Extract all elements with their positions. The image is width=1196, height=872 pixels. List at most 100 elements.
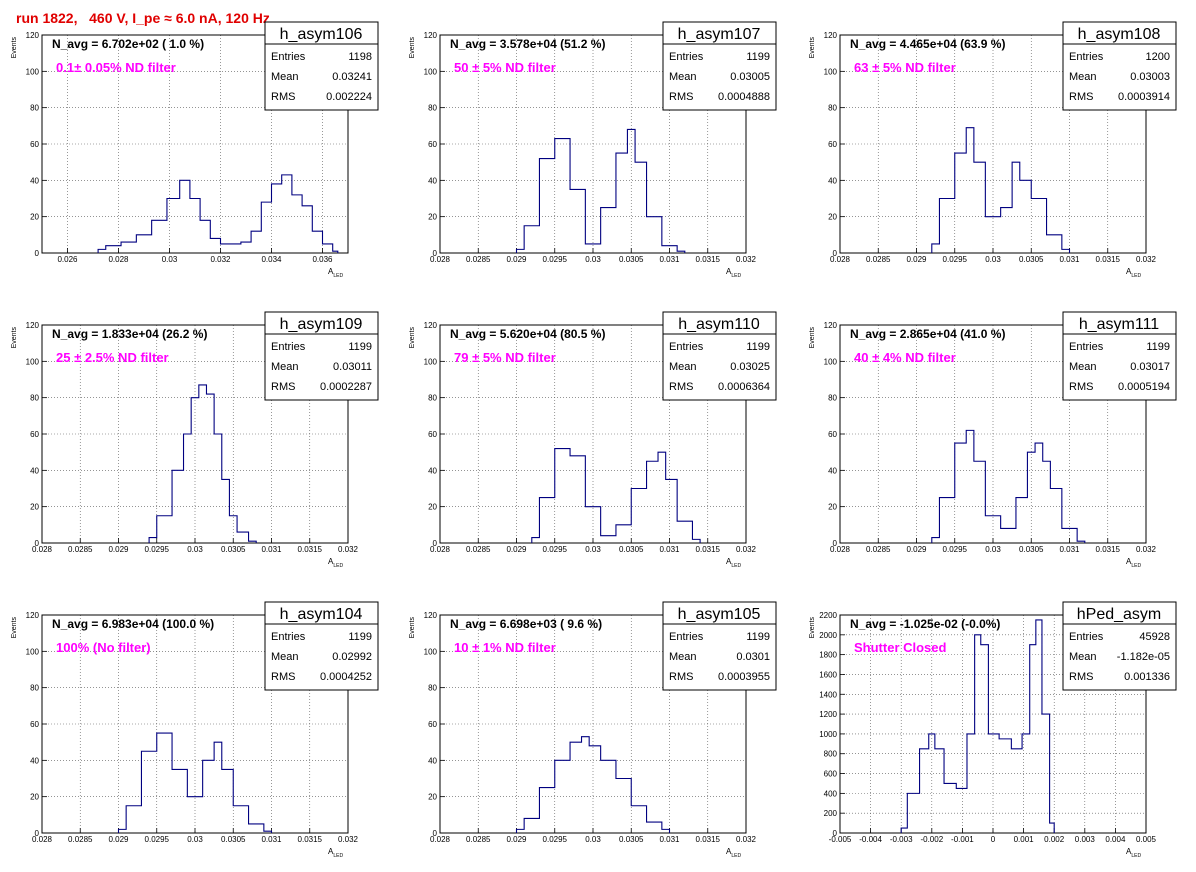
y-tick-label: 0 xyxy=(433,539,438,548)
x-tick-label: 0.0285 xyxy=(866,545,891,554)
stat-label: Entries xyxy=(271,341,306,353)
y-axis-label: Events xyxy=(409,617,416,639)
histogram-series xyxy=(531,447,701,543)
y-tick-label: 100 xyxy=(26,647,40,656)
y-tick-label: 120 xyxy=(424,31,438,40)
x-tick-label: 0.03 xyxy=(985,545,1001,554)
x-tick-label: 0.0305 xyxy=(221,545,246,554)
filter-label: 10 ± 1% ND filter xyxy=(454,640,556,655)
y-axis-label: Events xyxy=(809,327,816,349)
y-tick-label: 60 xyxy=(828,430,837,439)
stat-label: Entries xyxy=(1069,631,1104,643)
x-tick-label: 0.0305 xyxy=(619,255,644,264)
x-tick-label: 0.028 xyxy=(830,255,851,264)
x-tick-label: 0.0305 xyxy=(619,835,644,844)
x-tick-label: 0.032 xyxy=(736,545,757,554)
stat-value: 0.03241 xyxy=(332,71,372,83)
x-tick-label: 0.0295 xyxy=(543,255,568,264)
x-tick-label: 0.002 xyxy=(1044,835,1065,844)
stats-box xyxy=(264,601,379,691)
y-tick-label: 80 xyxy=(828,104,837,113)
x-tick-label: 0.0315 xyxy=(1096,255,1121,264)
y-tick-label: 1000 xyxy=(819,730,837,739)
stat-label: Entries xyxy=(1069,51,1104,63)
x-axis-label-subscript: LED xyxy=(333,273,343,279)
panel-h_asym105: 0.028 0.0285 0.029 0.0295 0.03 0.0305 0.031 0.0… xyxy=(409,601,777,859)
y-tick-label: 120 xyxy=(26,611,40,620)
y-tick-label: 60 xyxy=(828,140,837,149)
x-tick-label: 0.03 xyxy=(162,255,178,264)
navg-label: N_avg = 4.465e+04 (63.9 %) xyxy=(850,37,1005,51)
x-tick-label: 0.03 xyxy=(585,545,601,554)
x-tick-label: 0.0315 xyxy=(298,545,323,554)
stat-value: 0.03025 xyxy=(730,361,770,373)
stat-label: Mean xyxy=(1069,361,1097,373)
histogram-title: hPed_asym xyxy=(1077,606,1162,623)
y-tick-label: 20 xyxy=(30,503,39,512)
y-axis-label: Events xyxy=(809,617,816,639)
y-tick-label: 0 xyxy=(833,829,838,838)
y-tick-label: 120 xyxy=(824,321,838,330)
stat-value: 0.0004888 xyxy=(718,91,770,103)
stats-box xyxy=(1062,601,1177,691)
y-tick-label: 60 xyxy=(30,430,39,439)
x-tick-label: 0.0315 xyxy=(696,255,721,264)
x-axis-label-subscript: LED xyxy=(333,853,343,859)
y-axis-label: Events xyxy=(11,37,18,59)
y-tick-label: 80 xyxy=(30,394,39,403)
stat-label: Mean xyxy=(669,361,697,373)
y-tick-label: 20 xyxy=(30,213,39,222)
stat-label: RMS xyxy=(669,91,693,103)
stat-label: Mean xyxy=(669,651,697,663)
x-tick-label: 0.031 xyxy=(659,255,680,264)
stat-value: 0.002224 xyxy=(326,91,372,103)
panel-hPed_asym: -0.005 -0.004 -0.003 -0.002 -0.001 0 0.001 0.00… xyxy=(809,601,1177,859)
stat-value: 0.0002287 xyxy=(320,381,372,393)
y-tick-label: 20 xyxy=(428,503,437,512)
stat-value: 0.03003 xyxy=(1130,71,1170,83)
x-tick-label: 0.0315 xyxy=(1096,545,1121,554)
y-tick-label: 20 xyxy=(30,793,39,802)
x-axis-label: ALED xyxy=(328,847,343,859)
x-tick-label: -0.002 xyxy=(920,835,943,844)
filter-label: 50 ± 5% ND filter xyxy=(454,60,556,75)
x-tick-label: 0.03 xyxy=(585,835,601,844)
y-tick-label: 80 xyxy=(428,684,437,693)
navg-label: N_avg = 6.983e+04 (100.0 %) xyxy=(52,617,214,631)
stat-label: RMS xyxy=(669,671,693,683)
x-tick-label: 0.029 xyxy=(906,545,927,554)
navg-label: N_avg = -1.025e-02 (-0.0%) xyxy=(850,617,1000,631)
stat-value: 0.0005194 xyxy=(1118,381,1170,393)
x-tick-label: 0.001 xyxy=(1014,835,1035,844)
x-tick-label: 0.0285 xyxy=(68,545,93,554)
x-tick-label: 0.034 xyxy=(261,255,282,264)
stat-label: RMS xyxy=(271,381,295,393)
x-tick-label: 0.03 xyxy=(985,255,1001,264)
y-tick-label: 40 xyxy=(428,756,437,765)
x-tick-label: 0.0305 xyxy=(221,835,246,844)
y-tick-label: 120 xyxy=(824,31,838,40)
panel-h_asym109: 0.028 0.0285 0.029 0.0295 0.03 0.0305 0.031 0.0… xyxy=(11,311,379,569)
stat-label: RMS xyxy=(271,671,295,683)
y-tick-label: 40 xyxy=(428,176,437,185)
x-tick-label: 0.031 xyxy=(659,835,680,844)
y-axis-label: Events xyxy=(11,617,18,639)
y-tick-label: 120 xyxy=(424,611,438,620)
filter-label: 40 ± 4% ND filter xyxy=(854,350,956,365)
x-axis-label-subscript: LED xyxy=(1131,563,1141,569)
x-tick-label: 0.0305 xyxy=(619,545,644,554)
x-tick-label: 0.028 xyxy=(108,255,129,264)
histogram-series xyxy=(931,127,1071,253)
stats-box xyxy=(264,21,379,111)
y-axis-label: Events xyxy=(809,37,816,59)
histogram-title: h_asym108 xyxy=(1078,26,1161,43)
x-tick-label: 0.028 xyxy=(830,545,851,554)
x-tick-label: 0.029 xyxy=(506,545,527,554)
y-tick-label: 100 xyxy=(424,357,438,366)
stat-label: RMS xyxy=(271,91,295,103)
x-tick-label: 0.0305 xyxy=(1019,255,1044,264)
panel-h_asym106: 0.026 0.028 0.03 0.032 0.034 0.036 0 20 40 60 80 10… xyxy=(11,21,379,279)
x-tick-label: 0.0295 xyxy=(543,835,568,844)
y-tick-label: 0 xyxy=(833,539,838,548)
